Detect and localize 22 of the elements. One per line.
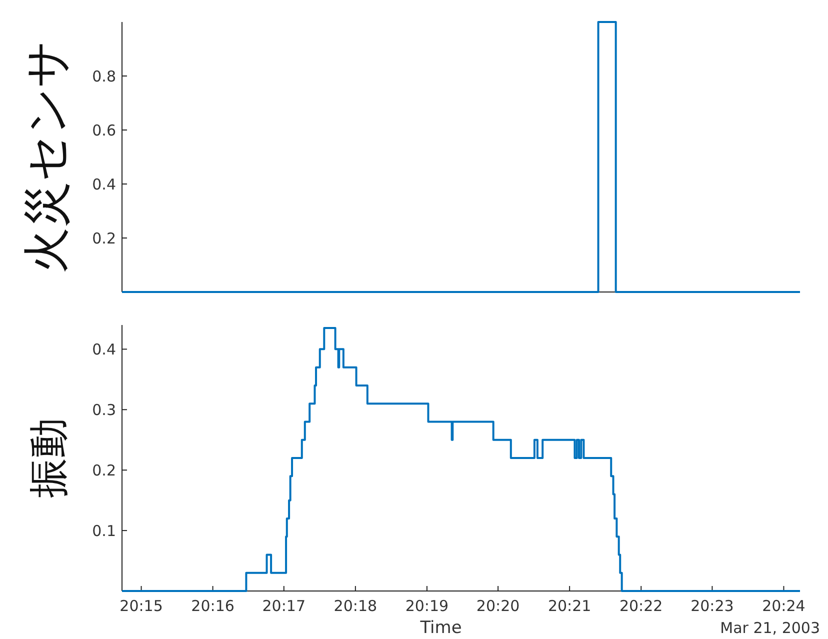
- y-axis-title: 振動: [26, 418, 72, 498]
- x-tick-label: 20:16: [191, 597, 234, 615]
- x-tick-label: 20:21: [548, 597, 592, 615]
- x-tick-label: 20:19: [405, 597, 449, 615]
- y-tick-label: 0.4: [92, 175, 116, 194]
- y-axis-title: 火災センサ: [19, 40, 73, 274]
- x-tick-label: 20:24: [762, 597, 806, 615]
- y-tick-label: 0.2: [92, 229, 116, 248]
- x-tick-label: 20:23: [690, 597, 734, 615]
- x-tick-label: 20:22: [619, 597, 663, 615]
- y-tick-label: 0.6: [92, 121, 116, 140]
- y-tick-label: 0.1: [92, 522, 116, 540]
- x-tick-label: 20:15: [120, 597, 163, 615]
- text: Mar 21, 2003: [720, 619, 820, 637]
- x-tick-label: 20:18: [334, 597, 378, 615]
- y-tick-label: 0.8: [92, 67, 116, 86]
- y-tick-label: 0.2: [92, 461, 116, 480]
- x-axis-title: Time: [419, 618, 462, 638]
- x-tick-label: 20:17: [262, 597, 306, 615]
- x-tick-label: 20:20: [476, 597, 520, 615]
- y-tick-label: 0.3: [92, 400, 116, 419]
- y-tick-label: 0.4: [92, 340, 116, 358]
